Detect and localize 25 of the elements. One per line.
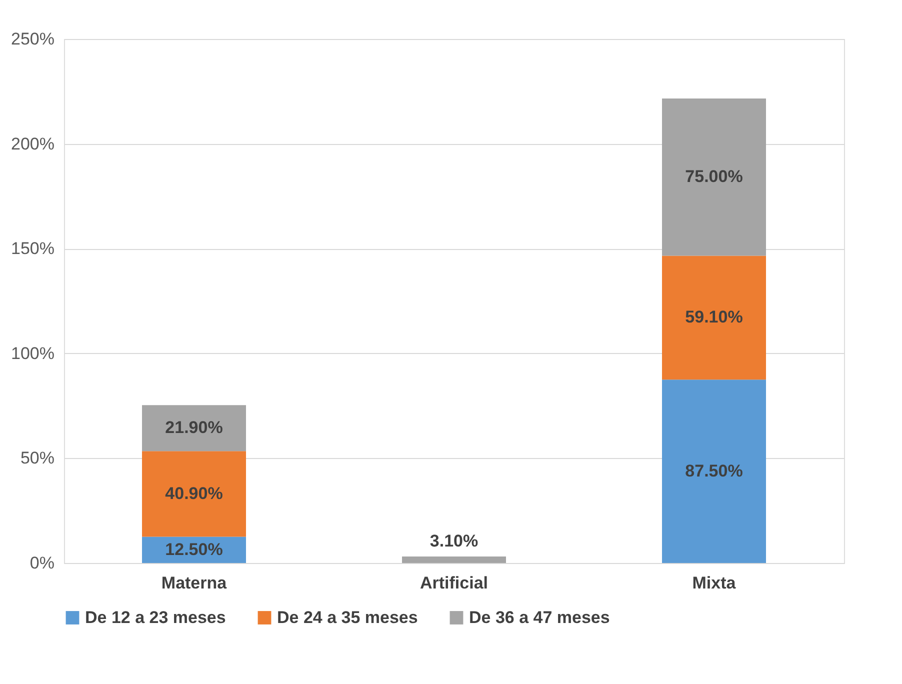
- data-label: 3.10%: [430, 532, 478, 550]
- bar: [662, 256, 766, 380]
- data-label: 87.50%: [685, 461, 743, 480]
- bar: [662, 98, 766, 256]
- y-tick-label: 150%: [11, 239, 54, 258]
- y-tick-label: 200%: [11, 134, 54, 154]
- bar: [142, 451, 246, 537]
- legend-label: De 12 a 23 meses: [85, 608, 226, 627]
- data-label: 75.00%: [685, 167, 743, 186]
- x-tick-label: Materna: [161, 574, 228, 592]
- y-tick-label: 0%: [30, 554, 54, 572]
- x-tick-label: Mixta: [692, 574, 736, 592]
- data-label: 12.50%: [165, 540, 223, 559]
- x-tick-label: Artificial: [420, 574, 488, 592]
- legend-label: De 36 a 47 meses: [469, 608, 610, 627]
- data-label: 59.10%: [685, 308, 743, 327]
- data-label: 21.90%: [165, 418, 223, 438]
- bar: [662, 380, 766, 563]
- y-tick-label: 100%: [11, 344, 54, 363]
- bar: [142, 405, 246, 452]
- data-label: 40.90%: [165, 484, 223, 503]
- y-tick-label: 50%: [20, 448, 54, 468]
- y-tick-label: 250%: [11, 30, 54, 48]
- bar: [402, 556, 506, 563]
- legend-label: De 24 a 35 meses: [277, 608, 418, 627]
